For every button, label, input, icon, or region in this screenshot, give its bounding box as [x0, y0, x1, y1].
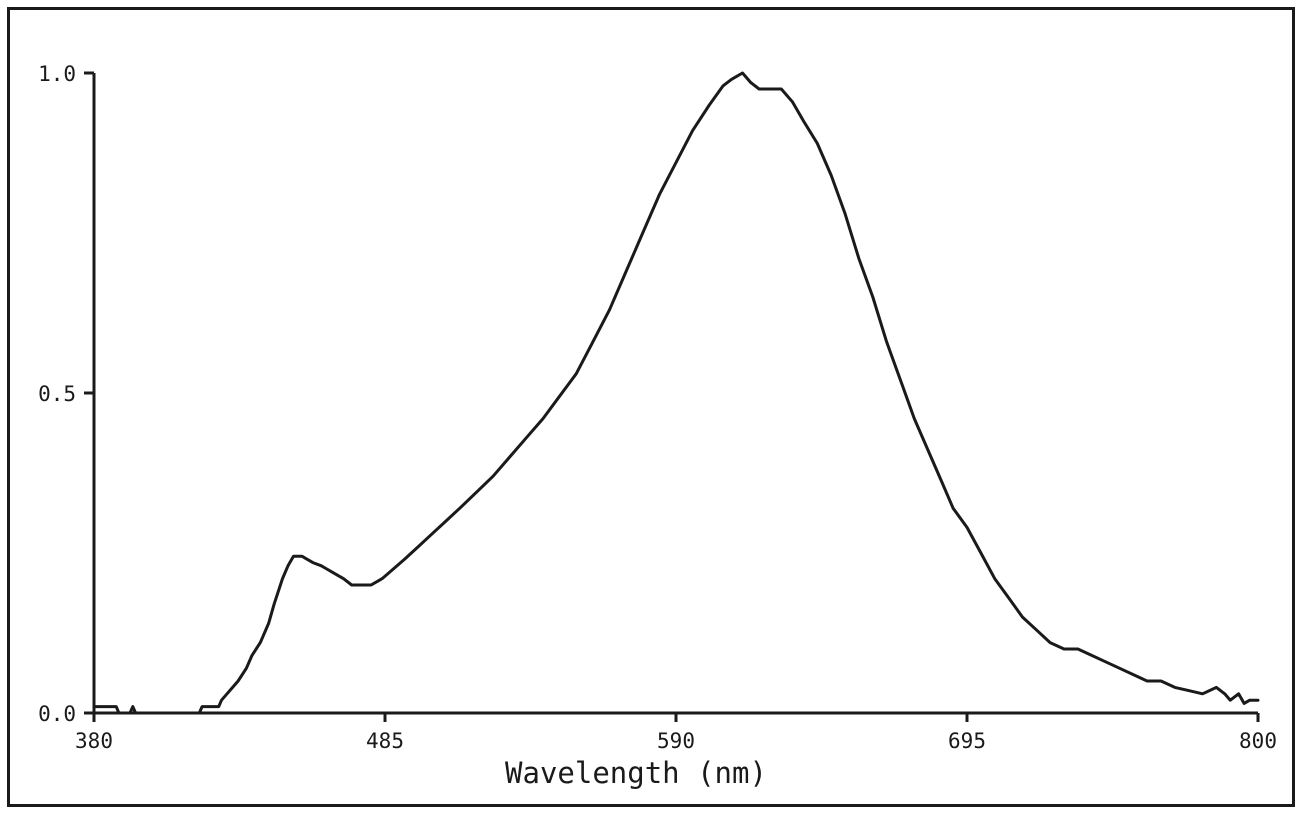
spectrum-chart: 380 485 590 695 800 0.0 0.5 1.0 Wavelength (nm… [38, 62, 1277, 790]
x-axis-title: Wavelength (nm) [505, 756, 767, 790]
x-tick-label: 800 [1239, 729, 1277, 753]
x-ticks: 380 485 590 695 800 [75, 713, 1277, 753]
y-tick-label: 0.5 [38, 382, 76, 406]
y-tick-label: 0.0 [38, 702, 76, 726]
chart-frame: 380 485 590 695 800 0.0 0.5 1.0 Wavelength (nm… [7, 7, 1295, 807]
series-line [92, 71, 1260, 715]
y-ticks: 0.0 0.5 1.0 [38, 62, 94, 726]
y-tick-label: 1.0 [38, 62, 76, 86]
x-tick-label: 590 [657, 729, 695, 753]
x-tick-label: 485 [366, 729, 404, 753]
x-tick-label: 695 [948, 729, 986, 753]
x-tick-label: 380 [75, 729, 113, 753]
